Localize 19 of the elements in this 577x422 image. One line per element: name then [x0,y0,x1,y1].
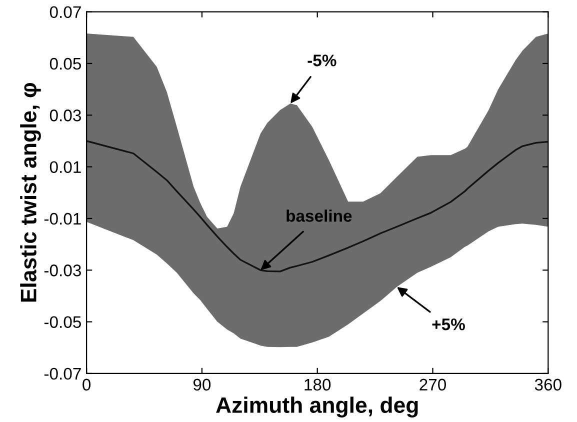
y-tick-label: 0.07 [50,6,81,18]
x-tick-label: 270 [420,378,446,391]
y-tick-label: -0.01 [44,212,81,225]
x-axis-title: Azimuth angle, deg [216,396,418,418]
y-tick-label: 0.05 [50,58,81,70]
y-tick-label: -0.05 [44,316,81,328]
annotation: +5% [432,318,465,330]
x-tick-label: 0 [82,378,91,391]
annotation: baseline [286,210,352,222]
y-tick-label: 0.03 [50,110,81,122]
line-series [86,140,548,272]
y-tick-label: -0.03 [44,264,81,276]
y-axis-title: Elastic twist angle, φ [20,83,41,302]
x-tick-label: 360 [534,378,562,391]
y-tick-label: -0.07 [44,368,81,380]
y-tick-label: 0.01 [50,161,81,174]
x-tick-label: 90 [193,378,211,391]
x-tick-label: 180 [304,378,331,391]
annotation: -5% [308,54,336,66]
